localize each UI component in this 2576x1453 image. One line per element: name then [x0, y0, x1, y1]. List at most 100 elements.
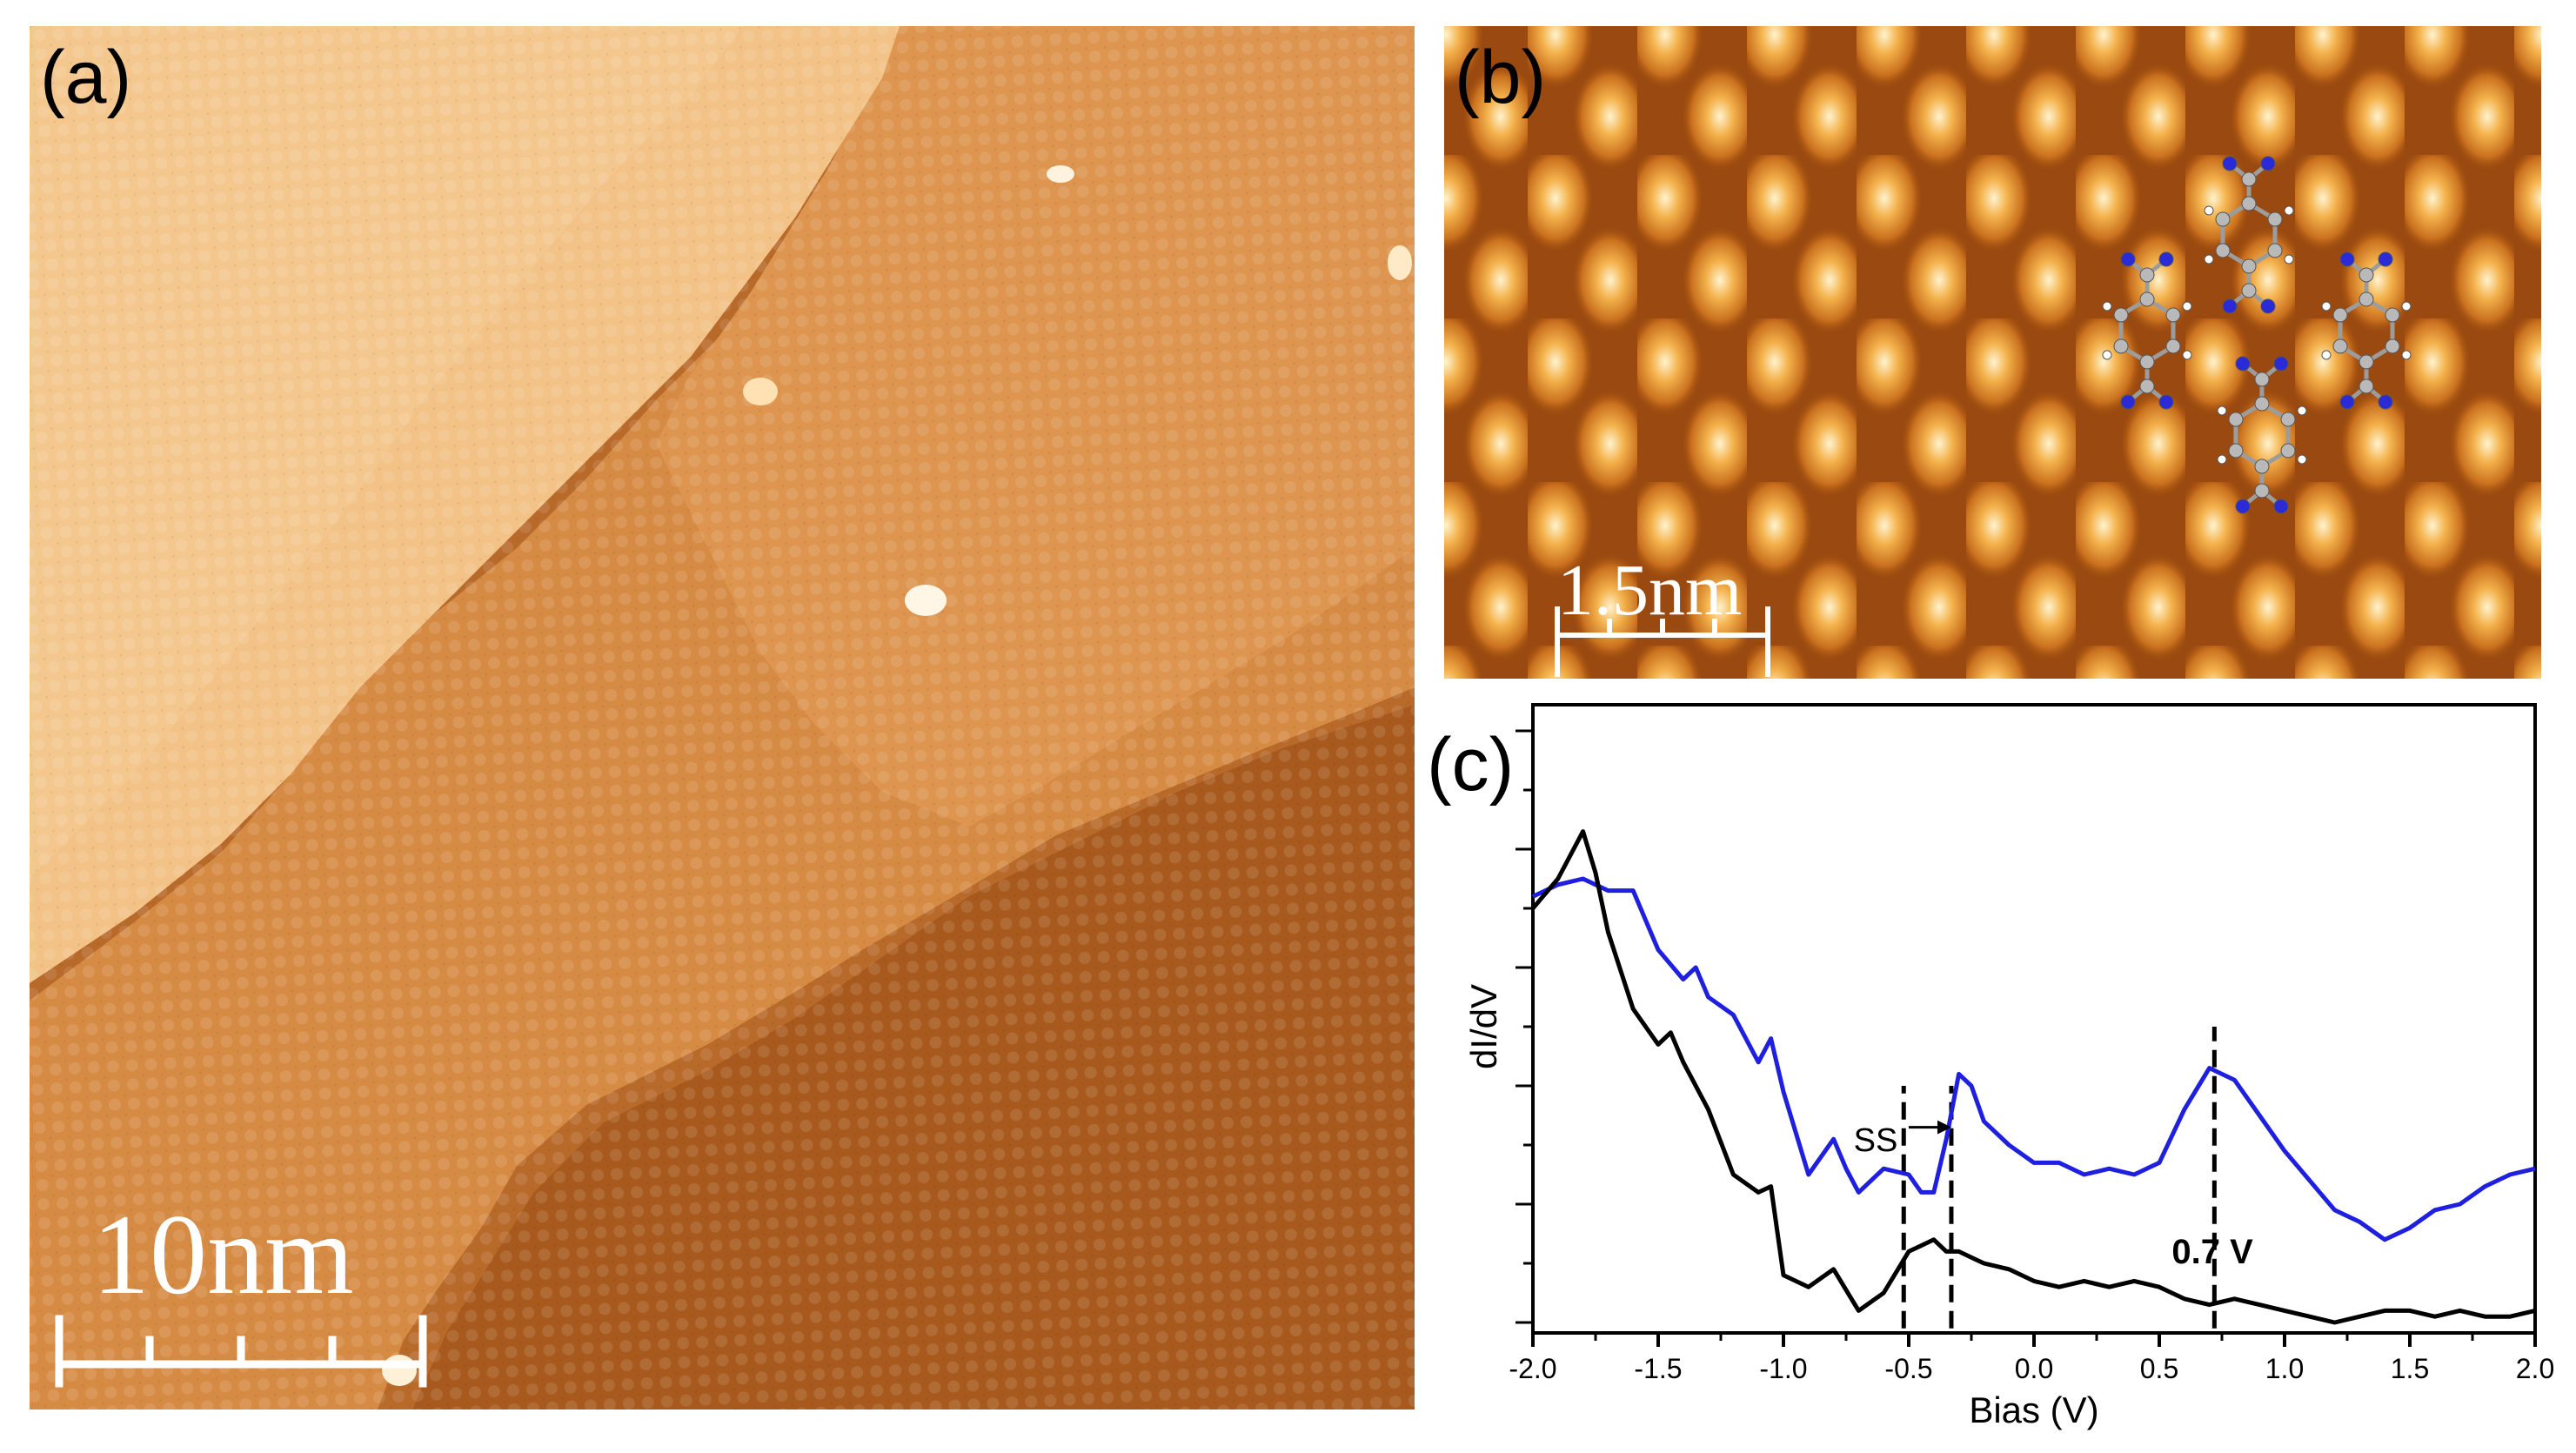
y-ticks — [1515, 729, 1533, 1324]
carbon-atom — [2241, 171, 2257, 187]
carbon-atom — [2267, 243, 2283, 258]
nitrogen-atom — [2120, 251, 2136, 267]
hydrogen-atom — [2217, 454, 2227, 465]
hydrogen-atom — [2297, 454, 2307, 465]
hydrogen-atom — [2102, 301, 2112, 311]
x-axis-label: Bias (V) — [1969, 1389, 2098, 1430]
carbon-atom — [2113, 338, 2129, 354]
nitrogen-atom — [2222, 298, 2238, 314]
chart-svg: -2.0 -1.5 -1.0 -0.5 0.0 0.5 1.0 1.5 2.0 SS0.7 V … — [1463, 703, 2554, 1430]
carbon-atom — [2359, 354, 2374, 370]
carbon-atom — [2332, 307, 2348, 323]
nitrogen-atom — [2222, 156, 2238, 171]
dashed-markers — [1901, 1027, 2217, 1329]
molecular-array — [1444, 26, 2541, 679]
nitrogen-atom — [2235, 356, 2251, 372]
stm-image-large: (a) 10nm — [30, 26, 1415, 1409]
carbon-atom — [2228, 412, 2244, 427]
carbon-atom — [2241, 283, 2257, 298]
nitrogen-atom — [2339, 251, 2355, 267]
hydrogen-atom — [2321, 350, 2332, 360]
panel-label-b: (b) — [1455, 36, 1547, 119]
nitrogen-atom — [2158, 251, 2174, 267]
adsorbate-spot — [1388, 245, 1412, 280]
x-tick-label: 1.5 — [2391, 1353, 2429, 1384]
nitrogen-atom — [2260, 298, 2276, 314]
hydrogen-atom — [2321, 301, 2332, 311]
carbon-atom — [2280, 443, 2296, 459]
carbon-atom — [2359, 267, 2374, 283]
hydrogen-atom — [2204, 205, 2214, 216]
hydrogen-atom — [2204, 254, 2214, 264]
nitrogen-atom — [2158, 394, 2174, 410]
hydrogen-atom — [2102, 350, 2112, 360]
stm-image-highres: (b) 1.5nm — [1444, 26, 2541, 679]
hydrogen-atom — [2297, 405, 2307, 416]
carbon-atom — [2165, 307, 2181, 323]
carbon-atom — [2215, 211, 2231, 227]
stm-topograph-b — [1444, 26, 2541, 679]
carbon-atom — [2254, 459, 2270, 474]
nitrogen-atom — [2378, 251, 2393, 267]
annotations: SS 0.7 V — [1854, 1120, 2253, 1271]
nitrogen-atom — [2273, 356, 2289, 372]
carbon-atom — [2332, 338, 2348, 354]
x-tick-label: -1.5 — [1634, 1353, 1682, 1384]
nitrogen-atom — [2378, 394, 2393, 410]
stm-topograph-a — [30, 26, 1415, 1409]
hydrogen-atom — [2401, 350, 2412, 360]
carbon-atom — [2359, 291, 2374, 307]
panel-label-a: (a) — [40, 36, 132, 119]
hydrogen-atom — [2401, 301, 2412, 311]
carbon-atom — [2359, 378, 2374, 394]
carbon-atom — [2267, 211, 2283, 227]
nitrogen-atom — [2235, 499, 2251, 514]
y-axis-label: dI/dV — [1463, 984, 1504, 1069]
hydrogen-atom — [2182, 350, 2192, 360]
nitrogen-atom — [2260, 156, 2276, 171]
carbon-atom — [2113, 307, 2129, 323]
carbon-atom — [2139, 354, 2155, 370]
adsorbate-spot — [743, 378, 778, 405]
carbon-atom — [2241, 258, 2257, 274]
adsorbate-spot — [905, 585, 947, 616]
x-tick-label: -1.0 — [1759, 1353, 1807, 1384]
carbon-atom — [2254, 483, 2270, 499]
series-line-blue — [1531, 876, 2536, 1242]
molecular-lattice — [30, 26, 1415, 1409]
series-group — [1531, 829, 2536, 1325]
adsorbate-spot — [1047, 165, 1074, 183]
panel-label-c: (c) — [1427, 723, 1515, 807]
nitrogen-atom — [2339, 394, 2355, 410]
carbon-atom — [2228, 443, 2244, 459]
nitrogen-atom — [2120, 394, 2136, 410]
hydrogen-atom — [2284, 205, 2294, 216]
x-tick-label: -2.0 — [1509, 1353, 1556, 1384]
series-line-black — [1531, 829, 2536, 1325]
x-tick-label: 1.0 — [2265, 1353, 2304, 1384]
carbon-atom — [2254, 372, 2270, 387]
hydrogen-atom — [2217, 405, 2227, 416]
molecule-atoms — [2102, 156, 2412, 514]
scale-bar-a — [55, 1315, 427, 1388]
x-tick-label: 0.5 — [2140, 1353, 2178, 1384]
scale-bar-label-a: 10nm — [92, 1190, 354, 1318]
scale-bar-b — [1555, 606, 1770, 677]
x-tick-label: 2.0 — [2516, 1353, 2554, 1384]
peak-annotation: 0.7 V — [2171, 1233, 2253, 1271]
didv-spectra-chart: (c) -2.0 -1.5 -1.0 -0.5 0.0 0.5 1.0 1.5 2.0 SS 0.… — [1409, 679, 2576, 1453]
nitrogen-atom — [2273, 499, 2289, 514]
carbon-atom — [2254, 396, 2270, 412]
carbon-atom — [2139, 267, 2155, 283]
carbon-atom — [2139, 378, 2155, 394]
adsorbate-spot — [382, 1355, 417, 1386]
ss-annotation: SS — [1854, 1122, 1898, 1159]
carbon-atom — [2280, 412, 2296, 427]
carbon-atom — [2385, 307, 2400, 323]
carbon-atom — [2139, 291, 2155, 307]
x-ticks: -2.0 -1.5 -1.0 -0.5 0.0 0.5 1.0 1.5 2.0 — [1509, 1333, 2554, 1384]
shift-arrow-head — [1937, 1120, 1951, 1135]
x-tick-label: -0.5 — [1884, 1353, 1932, 1384]
scale-bar-label-b: 1.5nm — [1557, 550, 1743, 631]
hydrogen-atom — [2284, 254, 2294, 264]
